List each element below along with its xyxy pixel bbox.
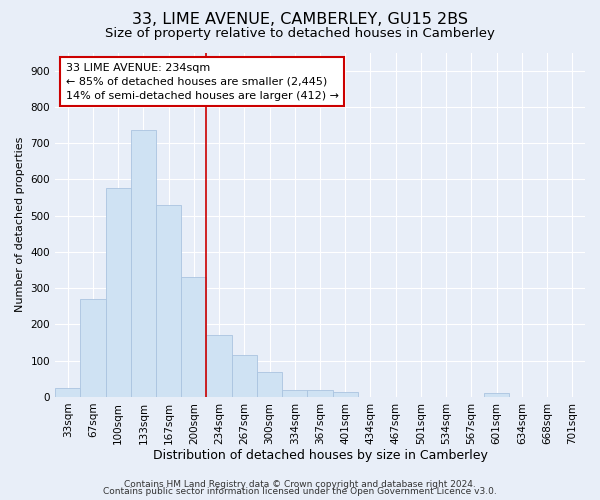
Bar — [484, 394, 509, 397]
Bar — [106, 188, 131, 397]
Text: Size of property relative to detached houses in Camberley: Size of property relative to detached ho… — [105, 28, 495, 40]
Bar — [80, 299, 106, 397]
Bar — [181, 278, 206, 397]
Bar — [131, 130, 156, 397]
Bar — [156, 205, 181, 397]
X-axis label: Distribution of detached houses by size in Camberley: Distribution of detached houses by size … — [152, 450, 487, 462]
Text: 33 LIME AVENUE: 234sqm
← 85% of detached houses are smaller (2,445)
14% of semi-: 33 LIME AVENUE: 234sqm ← 85% of detached… — [65, 63, 338, 101]
Bar — [282, 390, 307, 397]
Bar — [257, 372, 282, 397]
Text: 33, LIME AVENUE, CAMBERLEY, GU15 2BS: 33, LIME AVENUE, CAMBERLEY, GU15 2BS — [132, 12, 468, 28]
Text: Contains HM Land Registry data © Crown copyright and database right 2024.: Contains HM Land Registry data © Crown c… — [124, 480, 476, 489]
Y-axis label: Number of detached properties: Number of detached properties — [15, 137, 25, 312]
Bar — [332, 392, 358, 397]
Bar — [232, 356, 257, 397]
Text: Contains public sector information licensed under the Open Government Licence v3: Contains public sector information licen… — [103, 487, 497, 496]
Bar — [206, 336, 232, 397]
Bar — [55, 388, 80, 397]
Bar — [307, 390, 332, 397]
